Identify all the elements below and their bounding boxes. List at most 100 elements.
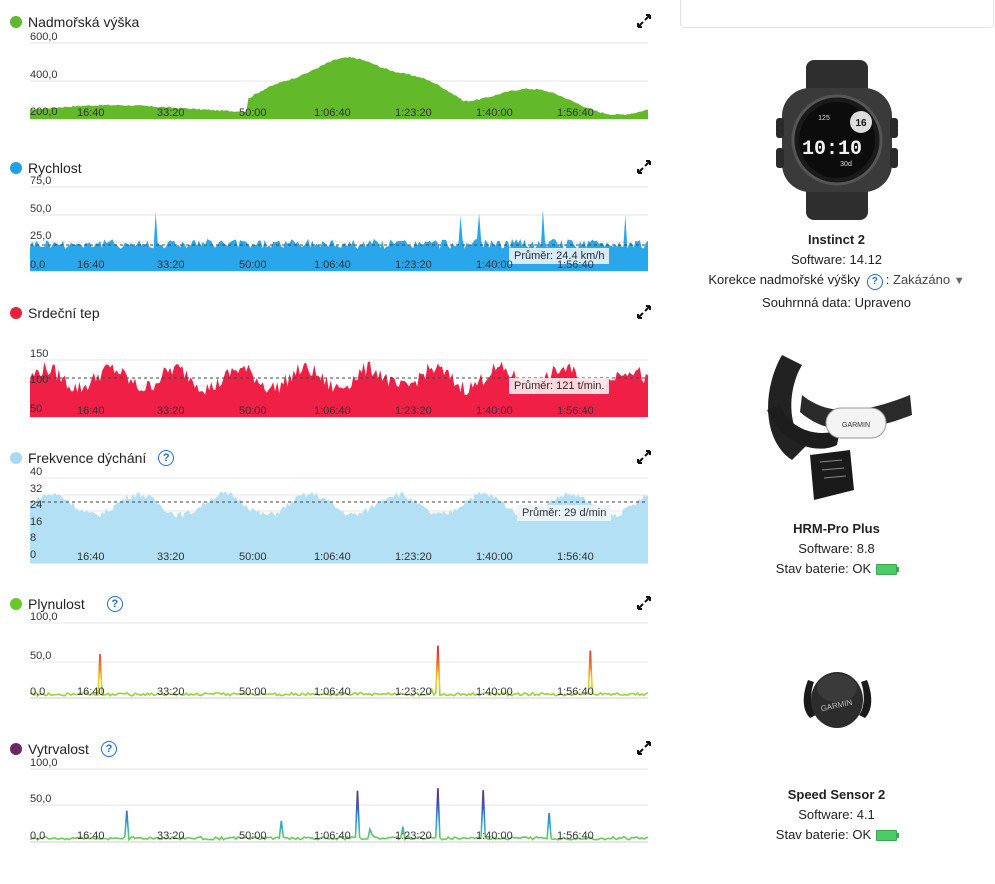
- help-icon[interactable]: ?: [100, 741, 117, 757]
- watch-hr: 125: [818, 115, 830, 122]
- y-tick-label: 100: [30, 374, 49, 386]
- y-tick-label: 75,0: [30, 175, 52, 187]
- chart-grit: Vytrvalost ? 100,0 50,0 0,0 16:40 33:20 50:00…: [0, 739, 660, 849]
- y-tick-label: 32: [30, 483, 43, 495]
- chart-svg: [30, 477, 648, 564]
- series-area: [30, 361, 648, 417]
- device-name: Speed Sensor 2: [787, 787, 886, 802]
- chart-elevation: Nadmořská výška 600,0 400,0 200,0 16:40 33:2…: [0, 12, 660, 122]
- correction-dropdown[interactable]: Zakázáno: [893, 272, 951, 287]
- x-tick-label: 50:00: [239, 259, 267, 271]
- x-tick-label: 1:23:20: [395, 686, 432, 698]
- x-tick-label: 1:40:00: [476, 405, 513, 417]
- help-icon[interactable]: ?: [158, 450, 175, 466]
- y-tick-label: 50: [30, 403, 43, 415]
- plot-area: 100,0 50,0 0,0 16:40 33:20 50:00 1:06:40 1:23:2…: [0, 594, 660, 704]
- x-tick-label: 1:56:40: [557, 259, 594, 271]
- x-tick-label: 16:40: [77, 259, 105, 271]
- plot-area: Průměr: 24.4 km/h 75,0 50,0 25,0 0,0 16:40 33:…: [0, 158, 660, 277]
- y-tick-label: 8: [30, 532, 37, 544]
- y-tick-label: 600,0: [30, 31, 58, 43]
- battery-label: Stav baterie: OK: [775, 561, 872, 576]
- expand-icon[interactable]: [637, 450, 651, 464]
- battery-status: Stav baterie: OK: [680, 827, 993, 842]
- x-tick-label: 1:23:20: [395, 259, 432, 271]
- x-tick-label: 1:56:40: [557, 830, 594, 842]
- plot-area: Průměr: 121 t/min. 150 100 50 16:40 33:20 50:0…: [0, 303, 660, 423]
- average-label: Průměr: 24.4 km/h: [509, 248, 610, 264]
- plot-area: Průměr: 29 d/min 40 32 24 16 8 0 16:40 33:20 50:0…: [0, 448, 660, 569]
- x-tick-label: 16:40: [77, 405, 105, 417]
- y-tick-label: 0,0: [30, 830, 46, 842]
- hrm-strap-image: GARMIN: [767, 355, 912, 500]
- x-tick-label: 33:20: [157, 686, 185, 698]
- x-tick-label: 1:40:00: [476, 830, 513, 842]
- y-tick-label: 50,0: [30, 793, 52, 805]
- plot-area: 100,0 50,0 0,0 16:40 33:20 50:00 1:06:40 1:23:2…: [0, 739, 660, 848]
- chart-title: Rychlost: [28, 160, 82, 176]
- chart-respiration: Frekvence dýchání ? Průměr: 29 d/min 40 32…: [0, 448, 660, 566]
- chart-header: Plynulost ?: [10, 594, 123, 614]
- x-tick-label: 1:56:40: [557, 551, 594, 563]
- series-area: [30, 491, 648, 563]
- series-dot: [10, 16, 22, 28]
- x-tick-label: 16:40: [77, 107, 105, 119]
- plot-area: 600,0 400,0 200,0 16:40 33:20 50:00 1:06:40 1:2…: [0, 12, 660, 125]
- chart-header: Srdeční tep: [10, 303, 100, 323]
- x-tick-label: 1:06:40: [314, 107, 351, 119]
- y-tick-label: 0,0: [30, 686, 46, 698]
- expand-icon[interactable]: [637, 305, 651, 319]
- y-tick-label: 400,0: [30, 69, 58, 81]
- y-tick-label: 24: [30, 499, 43, 511]
- expand-icon[interactable]: [637, 14, 651, 28]
- x-tick-label: 50:00: [239, 830, 267, 842]
- x-tick-label: 50:00: [239, 405, 267, 417]
- chart-title: Plynulost: [28, 596, 85, 612]
- x-tick-label: 33:20: [157, 551, 185, 563]
- correction-label: Korekce nadmořské výšky: [708, 272, 861, 287]
- x-tick-label: 1:56:40: [557, 686, 594, 698]
- altitude-correction: Korekce nadmořské výšky ?: Zakázáno ▼: [680, 272, 993, 290]
- device-software: Software: 14.12: [790, 252, 883, 267]
- x-tick-label: 50:00: [239, 551, 267, 563]
- chart-title: Frekvence dýchání: [28, 450, 147, 466]
- series-dot: [10, 162, 22, 174]
- help-icon[interactable]: ?: [866, 273, 883, 290]
- x-tick-label: 1:06:40: [314, 686, 351, 698]
- x-tick-label: 1:56:40: [557, 405, 594, 417]
- chart-svg: [30, 186, 648, 272]
- y-tick-label: 16: [30, 516, 43, 528]
- x-tick-label: 50:00: [239, 107, 267, 119]
- y-tick-label: 150: [30, 348, 49, 360]
- expand-icon[interactable]: [637, 741, 651, 755]
- summary-data: Souhrnná data: Upraveno: [762, 294, 911, 310]
- series-dot: [10, 743, 22, 755]
- top-card: [680, 0, 994, 28]
- y-tick-label: 50,0: [30, 203, 52, 215]
- x-tick-label: 33:20: [157, 830, 185, 842]
- watch-date: 16: [855, 118, 867, 129]
- x-tick-label: 1:23:20: [395, 551, 432, 563]
- chart-svg: [30, 42, 648, 120]
- device-hrm: HRM-Pro Plus Software: 8.8 Stav baterie:…: [680, 521, 993, 581]
- series-dot: [10, 452, 22, 464]
- chevron-down-icon[interactable]: ▼: [953, 275, 965, 287]
- chart-title: Nadmořská výška: [28, 14, 140, 30]
- device-name: HRM-Pro Plus: [793, 521, 880, 536]
- series-area: [30, 57, 648, 119]
- y-tick-label: 200,0: [30, 106, 58, 118]
- average-label: Průměr: 29 d/min: [517, 505, 612, 521]
- help-icon[interactable]: ?: [106, 596, 123, 612]
- battery-label: Stav baterie: OK: [775, 827, 872, 842]
- y-tick-label: 50,0: [30, 650, 52, 662]
- expand-icon[interactable]: [637, 596, 651, 610]
- x-tick-label: 1:06:40: [314, 551, 351, 563]
- watch-image: 16 125 10:10 30d: [776, 60, 898, 220]
- expand-icon[interactable]: [637, 160, 651, 174]
- series-area: [30, 209, 648, 271]
- y-tick-label: 0,0: [30, 259, 46, 271]
- x-tick-label: 50:00: [239, 686, 267, 698]
- series-dot: [10, 307, 22, 319]
- y-tick-label: 25,0: [30, 230, 52, 242]
- chart-svg: [29, 768, 649, 843]
